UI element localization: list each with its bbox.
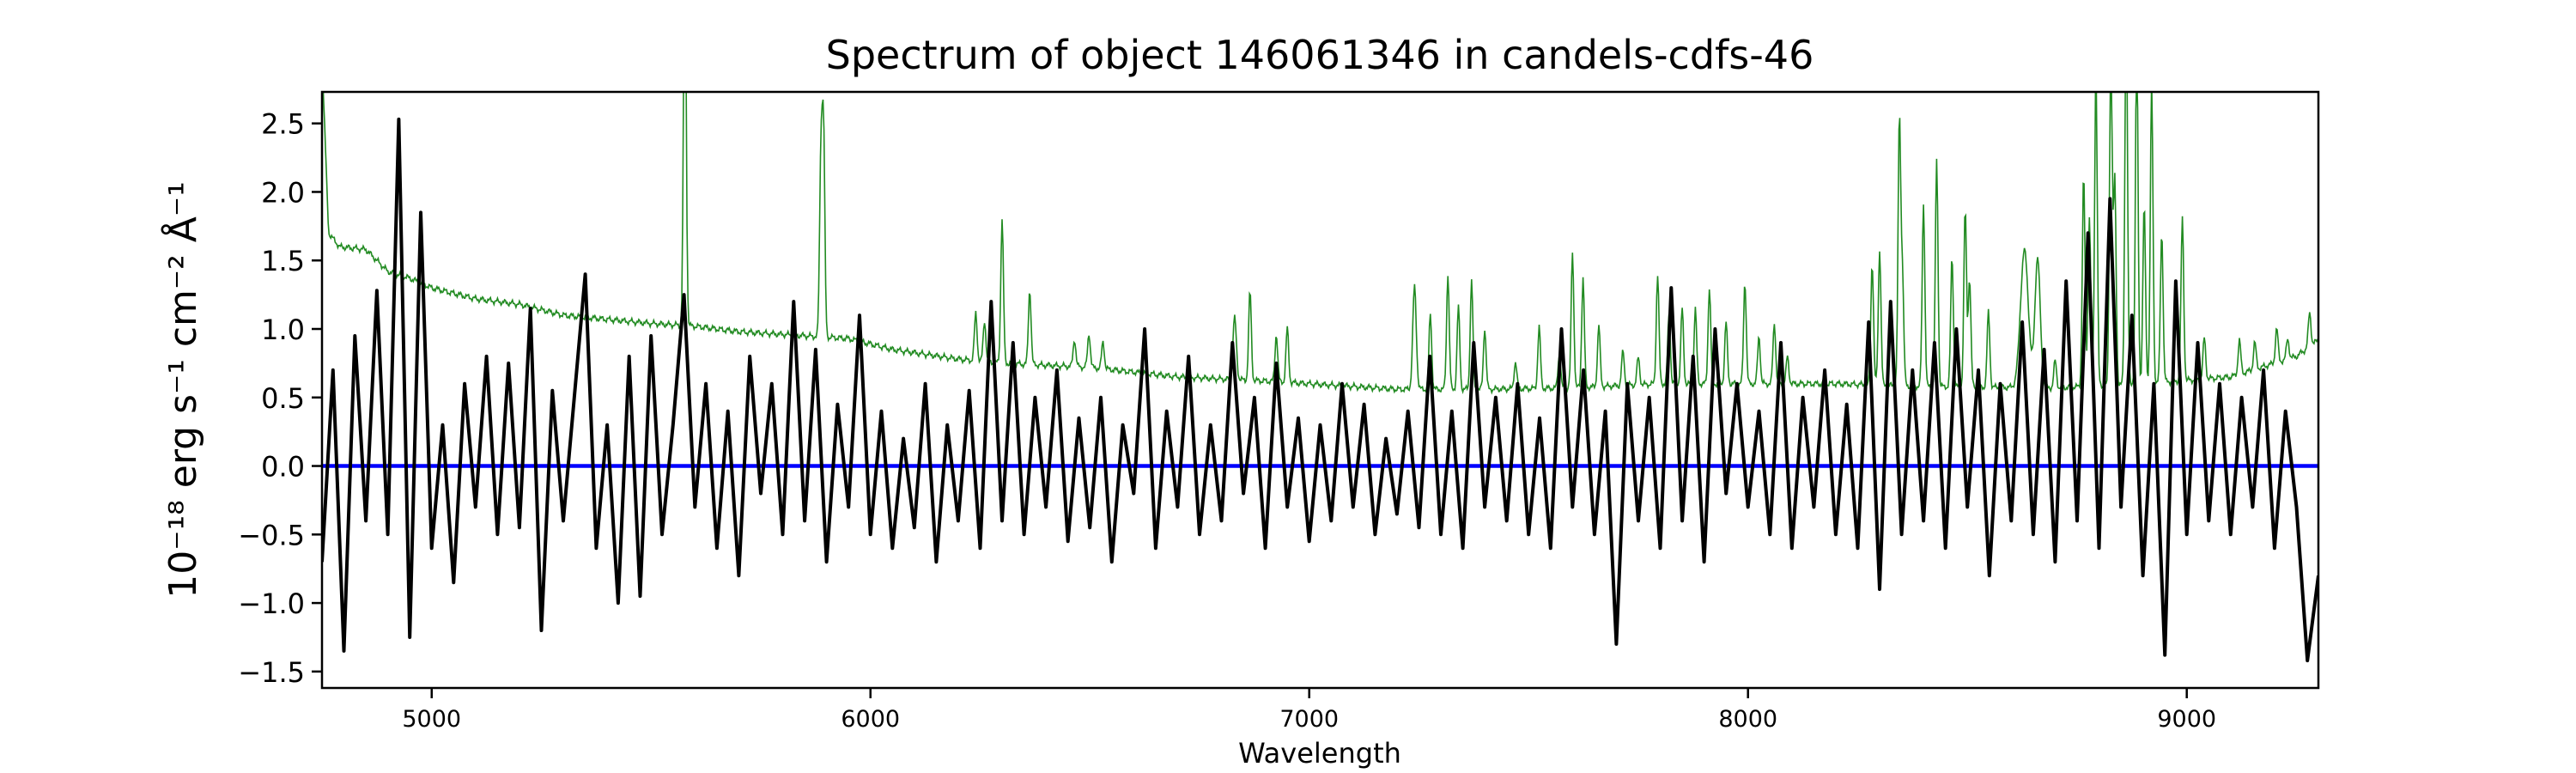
y-tick-label: 0.5: [261, 382, 305, 415]
y-tick-label: −1.0: [238, 587, 305, 620]
chart-title: Spectrum of object 146061346 in candels-…: [826, 32, 1814, 78]
y-tick-label: −1.5: [238, 656, 305, 689]
y-tick-label: 0.0: [261, 451, 305, 484]
x-tick-label: 9000: [2157, 706, 2216, 733]
y-tick-label: 2.0: [261, 176, 305, 209]
y-tick-label: 1.5: [261, 245, 305, 277]
x-tick-label: 7000: [1279, 706, 1339, 733]
flux-series-line: [322, 117, 2318, 663]
x-axis-ticks: 5000 6000 7000 8000 9000: [402, 688, 2216, 733]
y-axis-ticks: −1.5 −1.0 −0.5 0.0 0.5 1.0 1.5 2.0 2.5: [238, 108, 322, 689]
x-axis-label: Wavelength: [1238, 737, 1401, 770]
x-tick-label: 6000: [841, 706, 900, 733]
y-tick-label: 2.5: [261, 108, 305, 141]
axes-frame: [320, 90, 2320, 690]
error-series-line: [322, 92, 2318, 395]
y-axis-label: 10⁻¹⁸ erg s⁻¹ cm⁻² Å⁻¹: [160, 181, 205, 598]
y-tick-label: −0.5: [238, 519, 305, 551]
x-tick-label: 8000: [1718, 706, 1777, 733]
x-tick-label: 5000: [402, 706, 461, 733]
plot-area: [322, 92, 2318, 663]
y-tick-label: 1.0: [261, 313, 305, 346]
